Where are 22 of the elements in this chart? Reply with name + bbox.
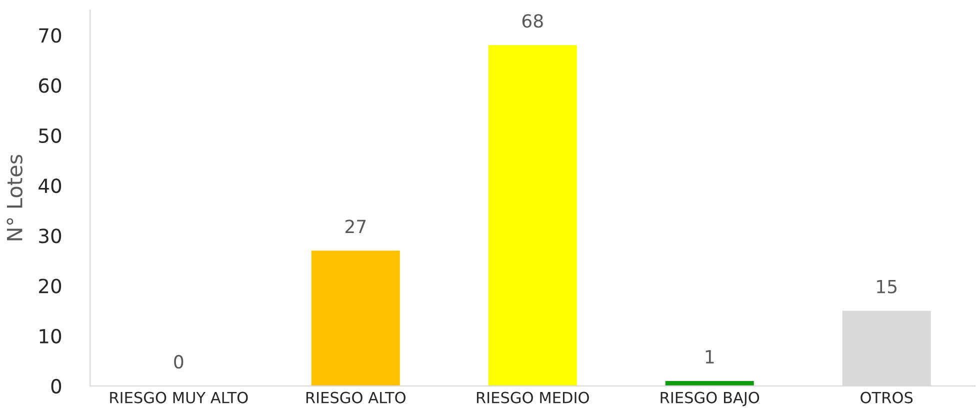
x-tick-label: RIESGO MEDIO [476, 392, 589, 404]
y-tick-label: 0 [51, 378, 62, 394]
bar [665, 380, 754, 386]
y-tick-label: 50 [39, 128, 62, 144]
y-tick-label: 30 [39, 228, 62, 244]
data-label: 15 [877, 280, 897, 294]
data-label: 27 [345, 220, 366, 234]
x-tick-label: OTROS [860, 392, 913, 404]
data-label: 1 [706, 350, 714, 364]
x-tick-label: RIESGO BAJO [660, 392, 760, 406]
y-tick-label: 10 [40, 328, 62, 344]
x-tick-label: RIESGO ALTO [306, 392, 406, 404]
y-tick-label: 40 [38, 178, 62, 194]
bar [311, 250, 400, 386]
y-tick-label: 60 [38, 78, 62, 93]
y-tick-label: 20 [39, 278, 62, 294]
y-tick-label: 70 [39, 28, 62, 43]
data-label: 0 [174, 354, 184, 369]
y-axis-title: N° Lotes [6, 154, 22, 240]
data-label: 68 [522, 14, 543, 28]
bar [488, 45, 577, 386]
x-tick-label: RIESGO MUY ALTO [110, 392, 248, 404]
